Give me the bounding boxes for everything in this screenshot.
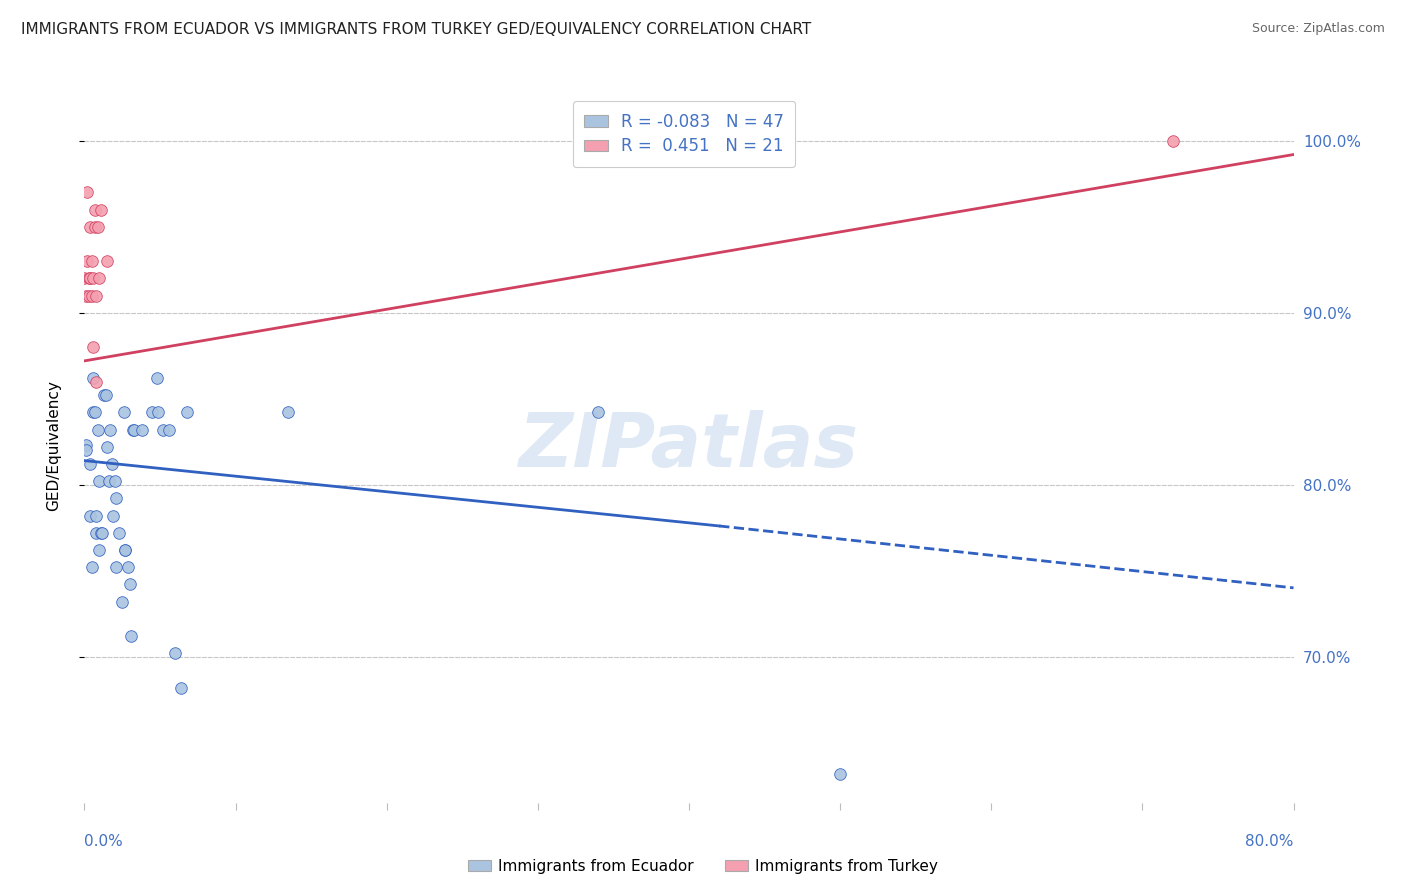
Point	[93, 388, 115, 402]
Point	[98, 423, 121, 437]
Point	[121, 423, 143, 437]
Point	[84, 219, 107, 234]
Point	[82, 405, 104, 419]
Point	[96, 254, 118, 268]
Point	[91, 525, 114, 540]
Point	[79, 219, 101, 234]
Point	[108, 525, 131, 540]
Point	[80, 288, 103, 302]
Point	[79, 457, 101, 471]
Legend: Immigrants from Ecuador, Immigrants from Turkey: Immigrants from Ecuador, Immigrants from…	[461, 853, 945, 880]
Point	[84, 202, 107, 217]
Point	[76, 254, 98, 268]
Point	[82, 371, 104, 385]
Point	[89, 271, 111, 285]
Point	[82, 271, 104, 285]
Point	[105, 491, 128, 506]
Point	[75, 438, 97, 452]
Point	[87, 423, 110, 437]
Point	[80, 560, 103, 574]
Point	[104, 475, 127, 489]
Text: 0.0%: 0.0%	[84, 834, 124, 849]
Point	[96, 440, 118, 454]
Point	[277, 405, 299, 419]
Point	[148, 405, 170, 419]
Point	[79, 508, 101, 523]
Point	[152, 423, 174, 437]
Point	[157, 423, 180, 437]
Point	[89, 475, 111, 489]
Point	[77, 288, 100, 302]
Text: 80.0%: 80.0%	[1246, 834, 1294, 849]
Point	[79, 271, 101, 285]
Point	[86, 525, 108, 540]
Point	[86, 288, 108, 302]
Point	[76, 186, 98, 200]
Point	[73, 271, 96, 285]
Point	[86, 375, 108, 389]
Point	[101, 508, 124, 523]
Point	[75, 288, 97, 302]
Point	[105, 560, 128, 574]
Point	[1161, 134, 1184, 148]
Point	[87, 219, 110, 234]
Text: Source: ZipAtlas.com: Source: ZipAtlas.com	[1251, 22, 1385, 36]
Point	[114, 543, 136, 558]
Point	[94, 388, 117, 402]
Point	[90, 202, 112, 217]
Point	[75, 443, 97, 458]
Point	[111, 594, 134, 608]
Point	[176, 405, 198, 419]
Text: ZIPatlas: ZIPatlas	[519, 409, 859, 483]
Point	[84, 405, 107, 419]
Point	[588, 405, 610, 419]
Text: IMMIGRANTS FROM ECUADOR VS IMMIGRANTS FROM TURKEY GED/EQUIVALENCY CORRELATION CH: IMMIGRANTS FROM ECUADOR VS IMMIGRANTS FR…	[21, 22, 811, 37]
Point	[89, 543, 111, 558]
Y-axis label: GED/Equivalency: GED/Equivalency	[46, 381, 60, 511]
Point	[830, 766, 852, 780]
Point	[117, 560, 139, 574]
Point	[97, 475, 120, 489]
Point	[112, 405, 135, 419]
Point	[114, 543, 136, 558]
Point	[122, 423, 145, 437]
Point	[90, 525, 112, 540]
Point	[146, 371, 169, 385]
Legend: R = -0.083   N = 47, R =  0.451   N = 21: R = -0.083 N = 47, R = 0.451 N = 21	[572, 101, 796, 167]
Point	[165, 646, 187, 660]
Point	[120, 629, 142, 643]
Point	[100, 457, 122, 471]
Point	[118, 577, 141, 591]
Point	[77, 271, 100, 285]
Point	[82, 340, 104, 354]
Point	[86, 508, 108, 523]
Point	[131, 423, 153, 437]
Point	[80, 254, 103, 268]
Point	[141, 405, 163, 419]
Point	[170, 681, 193, 695]
